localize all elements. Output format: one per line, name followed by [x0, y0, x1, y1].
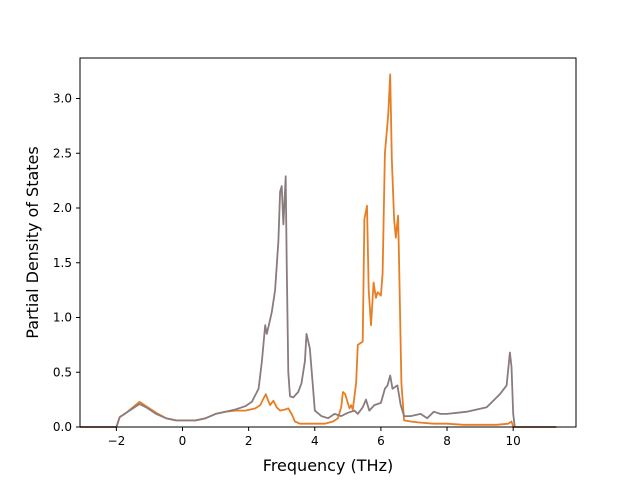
- y-tick-label: 2.0: [53, 201, 72, 215]
- y-tick-label: 1.0: [53, 311, 72, 325]
- series-line-1: [80, 73, 557, 428]
- y-axis-ticks: 0.0 0.5 1.0 1.5 2.0 2.5 3.0: [53, 92, 80, 434]
- x-tick-label: 0: [179, 434, 187, 448]
- series-line-2: [80, 175, 557, 428]
- y-tick-label: 3.0: [53, 92, 72, 106]
- x-tick-label: 6: [377, 434, 385, 448]
- x-tick-label: 10: [506, 434, 521, 448]
- plot-lines: [80, 73, 557, 428]
- y-tick-label: 2.5: [53, 146, 72, 160]
- x-axis-ticks: −2 0 2 4 6 8 10: [108, 427, 521, 448]
- x-axis-label: Frequency (THz): [263, 456, 393, 475]
- plot-frame: [79, 57, 577, 428]
- y-tick-label: 0.0: [53, 420, 72, 434]
- y-axis-label: Partial Density of States: [23, 146, 42, 338]
- x-tick-label: 2: [245, 434, 253, 448]
- y-tick-label: 1.5: [53, 256, 72, 270]
- x-tick-label: −2: [108, 434, 126, 448]
- x-tick-label: 4: [311, 434, 319, 448]
- x-tick-label: 8: [443, 434, 451, 448]
- y-tick-label: 0.5: [53, 365, 72, 379]
